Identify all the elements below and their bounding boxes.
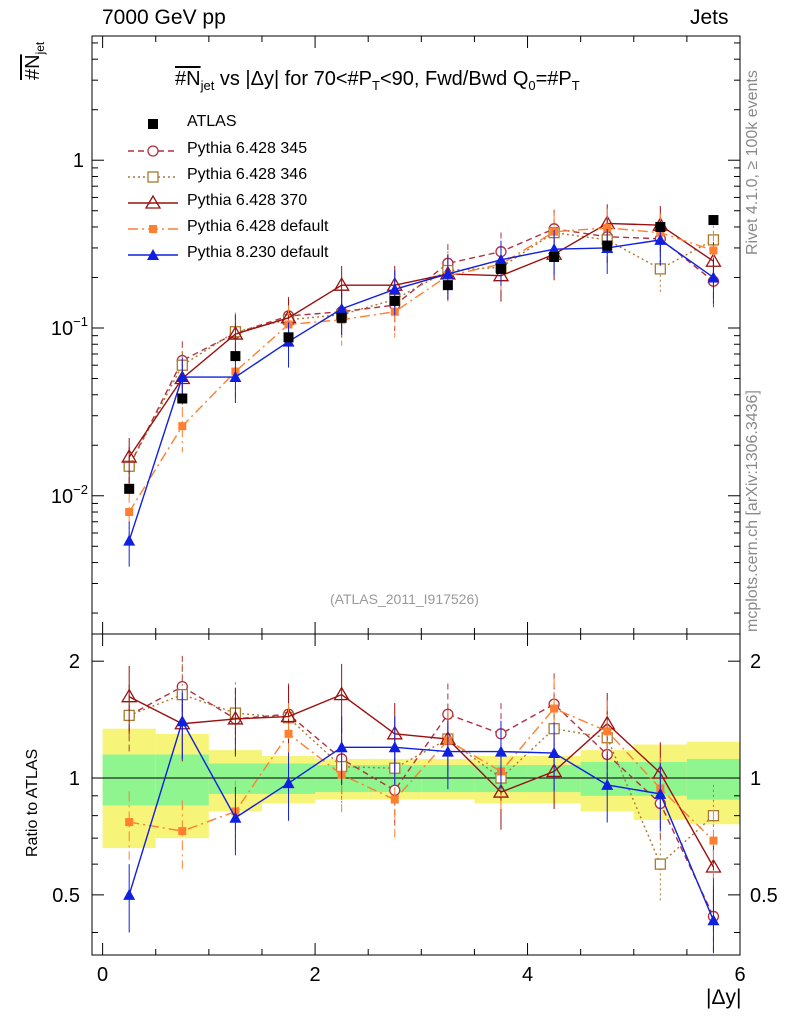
series-line [128,228,714,467]
legend-marker [147,145,159,157]
y-tick-label: 1 [73,150,84,172]
energy-label: 7000 GeV pp [102,6,226,29]
series-marker [548,243,561,255]
ratio-marker [707,914,720,926]
analysis-id: (ATLAS_2011_I917526) [330,591,479,607]
ratio-line [128,685,715,917]
ratio-tick-label-right: 2 [750,651,761,673]
y-tick-label: 10−2 [51,482,88,508]
ratio-tick-label-left: 1 [69,768,80,790]
chart-title: #Njet vs |Δy| for 70<#PT<90, Fwd/Bwd Q0=… [175,68,580,93]
mcplots-label: mcplots.cern.ch [arXiv:1306.3436] [744,390,761,632]
series-marker [123,534,136,546]
ratio-marker [388,741,401,753]
series-marker [121,448,138,463]
ratio-marker [492,783,510,798]
x-tick-label: 6 [734,964,745,986]
ratio-marker [176,715,189,727]
ratio-line [128,719,715,921]
ratio-marker [390,795,399,804]
ratio-marker [550,704,559,713]
jets-label: Jets [690,6,729,29]
ratio-tick-label-left: 0.5 [52,885,80,907]
ratio-marker [654,858,666,870]
ratio-marker [601,778,614,790]
ratio-marker [125,818,134,827]
ratio-marker [494,745,507,757]
series-marker [227,325,244,340]
x-tick-label: 2 [310,964,321,986]
legend-atlas: ATLAS [187,113,237,130]
ratio-marker [227,710,244,725]
ratio-marker [280,708,297,723]
series-marker [125,508,134,517]
y-axis-label: #Njet [22,41,47,80]
series-marker [178,422,187,431]
legend-marker [147,171,159,183]
series-line [128,227,714,513]
data-point [495,263,506,274]
ratio-y-axis-label: Ratio to ATLAS [24,748,41,857]
data-point [230,351,241,362]
ratio-tick-label-right: 0.5 [750,885,778,907]
legend-py8def: Pythia 8.230 default [187,244,329,261]
series-marker [335,302,348,314]
series-marker [388,283,401,295]
data-point [124,483,135,494]
ratio-marker [178,827,187,836]
ratio-tick-label-right: 1 [750,768,761,790]
legend-py370: Pythia 6.428 370 [187,192,308,209]
ratio-tick-label-left: 2 [69,651,80,673]
ratio-marker [654,787,667,799]
legend-py345: Pythia 6.428 345 [187,140,308,157]
ratio-line [129,707,714,842]
y-tick-label: 10−1 [51,314,88,340]
x-tick-label: 4 [522,964,533,986]
data-point [442,280,453,291]
ratio-marker [123,888,136,900]
series-line [128,239,714,541]
series-marker [441,267,454,279]
rivet-label: Rivet 4.1.0, ≥ 100k events [744,70,761,255]
ratio-marker [284,729,293,738]
series-marker [709,246,718,255]
data-point [708,215,719,226]
ratio-marker [282,777,295,789]
data-point [177,393,188,404]
ratio-marker [229,811,242,823]
legend-marker [149,225,157,233]
x-axis-label: |Δy| [706,986,742,1009]
series-marker [707,271,720,283]
series-marker [603,223,612,232]
data-point [389,295,400,306]
legend-marker [147,249,159,260]
data-point [549,251,560,262]
legend-marker [144,194,162,209]
ratio-marker [335,741,348,753]
series-marker [229,371,242,383]
series-line [128,231,714,467]
ratio-marker [121,688,138,703]
series-marker [494,253,507,265]
x-tick-label: 0 [97,964,108,986]
data-point [655,221,666,232]
data-point [283,332,294,343]
data-point [336,312,347,323]
legend-marker-atlas [148,119,158,129]
series-line [128,222,714,458]
band-inner [686,758,740,800]
ratio-marker [441,745,454,757]
legend-py346: Pythia 6.428 346 [187,166,308,183]
ratio-marker [603,727,612,736]
ratio-marker [548,747,561,759]
series-marker [176,371,189,383]
ratio-marker [333,686,350,701]
legend-py6def: Pythia 6.428 default [187,218,329,235]
data-point [602,240,613,251]
ratio-marker [709,836,718,845]
series-marker [654,233,667,245]
ratio-frame [91,633,741,956]
ratio-line [128,693,715,868]
